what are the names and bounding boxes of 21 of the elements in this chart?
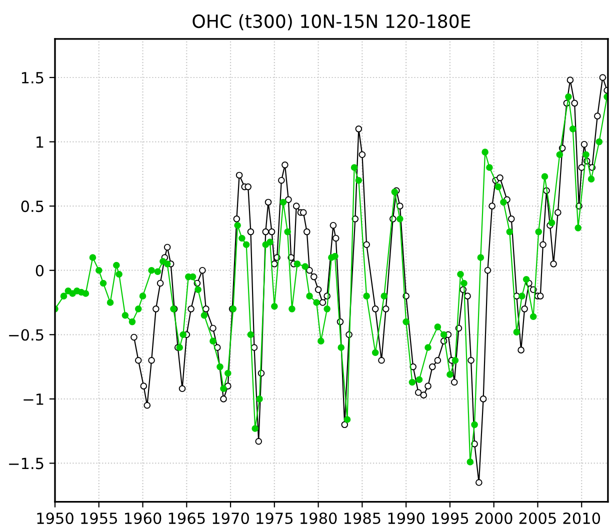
x-tick-label: 1970 [212, 512, 249, 524]
chart-title: OHC (t300) 10N-15N 120-180E [192, 14, 470, 30]
y-tick-label: −0.5 [9, 329, 44, 341]
y-tick-label: 0 [36, 264, 44, 276]
x-tick-label: 1985 [344, 512, 380, 524]
x-tick-label: 1990 [388, 512, 424, 524]
x-tick-label: 1980 [300, 512, 337, 524]
x-tick-label: 1950 [37, 512, 74, 524]
x-tick-label: 1995 [432, 512, 468, 524]
x-tick-label: 2005 [519, 512, 556, 524]
y-tick-label: 1 [36, 136, 44, 148]
x-tick-label: 2010 [563, 512, 600, 524]
x-tick-label: 1960 [125, 512, 162, 524]
y-tick-label: −1.5 [9, 458, 44, 470]
x-tick-label: 1965 [168, 512, 205, 524]
y-tick-label: −1 [24, 394, 44, 405]
x-tick-label: 1955 [81, 512, 117, 524]
x-tick-label: 1975 [256, 512, 293, 524]
y-tick-label: 1.5 [22, 72, 44, 84]
x-tick-label: 2000 [476, 512, 512, 524]
y-tick-label: 0.5 [21, 200, 44, 212]
